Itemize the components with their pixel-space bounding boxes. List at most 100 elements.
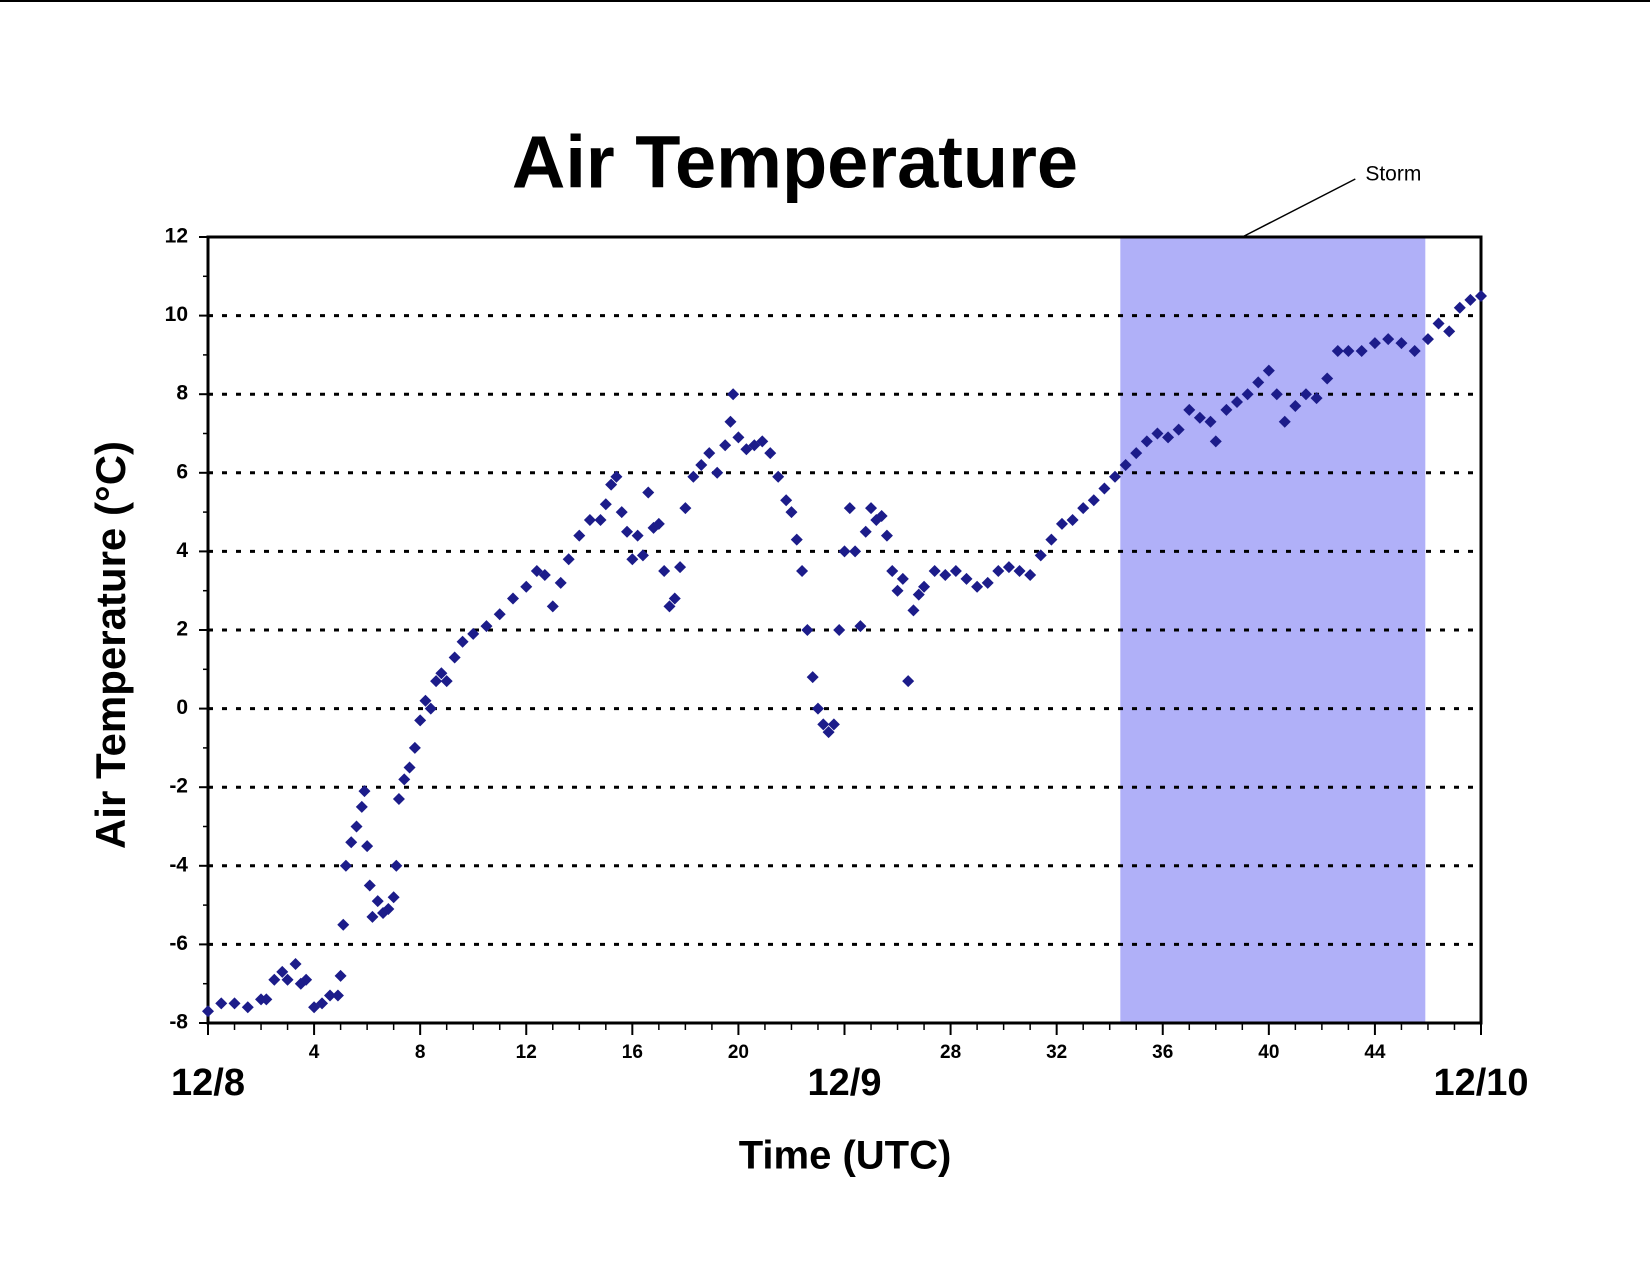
data-point	[493, 608, 506, 621]
x-tick-label: 36	[1152, 1042, 1173, 1063]
y-tick-label: -4	[169, 853, 188, 876]
data-point	[424, 702, 437, 715]
data-point	[780, 494, 793, 507]
x-tick-label: 4	[309, 1042, 320, 1063]
data-point	[228, 997, 241, 1010]
data-point	[1204, 415, 1217, 428]
data-point	[1098, 482, 1111, 495]
y-tick-label: -8	[169, 1011, 188, 1034]
data-point	[538, 568, 551, 581]
data-point	[1013, 565, 1026, 578]
data-point	[610, 470, 623, 483]
data-point	[363, 879, 376, 892]
data-point	[289, 958, 302, 971]
data-point	[719, 439, 732, 452]
data-point	[1475, 289, 1487, 302]
data-point	[626, 553, 639, 566]
data-point	[480, 620, 493, 633]
data-point	[1162, 431, 1175, 444]
data-point	[430, 675, 443, 688]
data-point	[880, 529, 893, 542]
data-point	[1193, 411, 1206, 424]
data-point	[1421, 333, 1434, 346]
data-point	[366, 910, 379, 923]
data-point	[1342, 344, 1355, 357]
data-point	[1130, 447, 1143, 460]
data-point	[668, 592, 681, 605]
data-point	[912, 588, 925, 601]
data-point	[756, 435, 769, 448]
data-point	[1024, 568, 1037, 581]
data-point	[390, 859, 403, 872]
data-point	[1382, 333, 1395, 346]
data-point	[843, 502, 856, 515]
data-point	[1321, 372, 1334, 385]
data-point	[1055, 517, 1068, 530]
data-point	[599, 498, 612, 511]
y-tick-label: 2	[176, 618, 188, 641]
data-point	[687, 470, 700, 483]
data-point	[1262, 364, 1275, 377]
data-point	[467, 627, 480, 640]
y-tick-label: -6	[169, 932, 188, 955]
data-point	[440, 675, 453, 688]
data-point	[268, 973, 281, 986]
data-point	[838, 545, 851, 558]
data-point	[1289, 399, 1302, 412]
data-point	[1087, 494, 1100, 507]
data-point	[1045, 533, 1058, 546]
data-point	[891, 584, 904, 597]
data-point	[732, 431, 745, 444]
data-point	[260, 993, 273, 1006]
data-point	[583, 513, 596, 526]
data-point	[382, 903, 395, 916]
data-point	[281, 973, 294, 986]
data-point	[772, 470, 785, 483]
data-point	[1432, 317, 1445, 330]
x-tick-label: 8	[415, 1042, 426, 1063]
data-point	[1231, 396, 1244, 409]
data-point	[801, 624, 814, 636]
data-point	[1299, 388, 1312, 401]
data-point	[1310, 392, 1323, 405]
data-point	[674, 561, 687, 574]
data-point	[918, 580, 931, 593]
data-point	[435, 667, 448, 680]
data-point	[1140, 435, 1153, 448]
data-point	[949, 565, 962, 578]
data-point	[621, 525, 634, 538]
data-point	[902, 675, 915, 688]
data-point	[727, 388, 740, 401]
data-point	[817, 718, 830, 731]
data-point	[652, 517, 665, 530]
data-point	[939, 568, 952, 581]
chart-title: Air Temperature	[512, 121, 1078, 204]
data-point	[849, 545, 862, 558]
data-point	[790, 533, 803, 546]
data-point	[1220, 403, 1233, 416]
annotation-leader	[1241, 178, 1356, 238]
data-point	[392, 792, 405, 805]
data-point	[1464, 293, 1477, 306]
data-point	[1331, 344, 1344, 357]
data-point	[1209, 435, 1222, 448]
data-point	[981, 576, 994, 589]
data-point	[663, 600, 676, 613]
data-point	[331, 989, 344, 1002]
annotation-label: Storm	[1365, 163, 1421, 186]
data-point	[1443, 325, 1456, 338]
data-point	[414, 714, 427, 727]
data-point	[334, 969, 347, 982]
x-axis-title: Time (UTC)	[739, 1134, 952, 1178]
data-point	[1278, 415, 1291, 428]
data-point	[345, 836, 358, 849]
data-point	[562, 553, 575, 566]
data-point	[960, 572, 973, 585]
x-tick-label: 20	[728, 1042, 749, 1063]
data-point	[276, 965, 289, 978]
data-point	[1395, 337, 1408, 350]
y-tick-label: 0	[176, 696, 188, 719]
x-date-label: 12/10	[1433, 1062, 1528, 1104]
y-tick-label: 12	[165, 225, 188, 248]
data-point	[573, 529, 586, 542]
